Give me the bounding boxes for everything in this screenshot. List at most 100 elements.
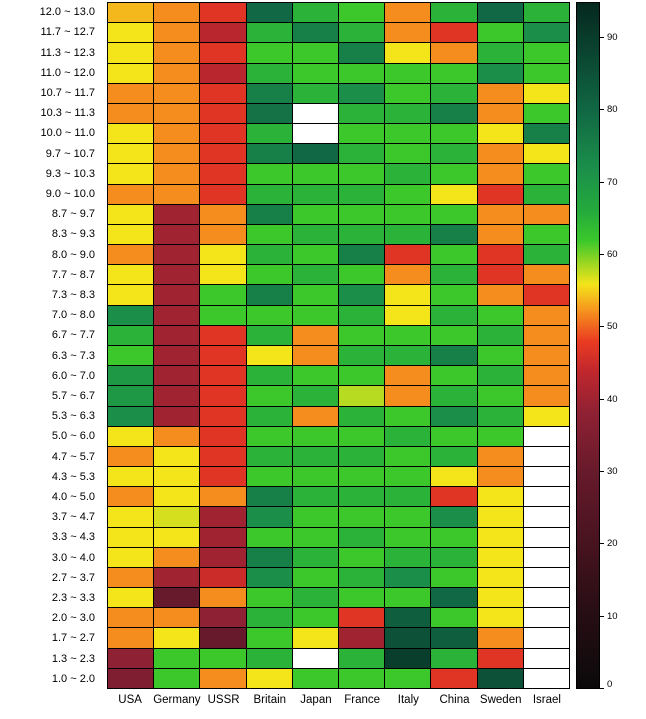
heatmap-cell [292,366,339,387]
heatmap-cell [385,204,432,225]
heatmap-cell [339,204,386,225]
colorbar-tick-label: 20 [607,538,618,550]
heatmap-cell [385,406,432,427]
heatmap-cell [339,184,386,205]
heatmap-cell [339,527,386,548]
heatmap-cell [477,285,524,306]
heatmap-cell [292,164,339,185]
heatmap-cell [108,426,155,447]
heatmap-cell [477,103,524,125]
heatmap-cell [385,588,432,609]
heatmap-cell [246,608,293,629]
y-axis-label: 7.7 ~ 8.7 [51,268,95,281]
heatmap-cell [108,124,155,145]
heatmap-cell [154,3,201,24]
colorbar-tick-label: 80 [607,104,618,116]
heatmap-cell [431,63,478,84]
heatmap-cell [431,567,478,589]
heatmap-cell [292,325,339,346]
heatmap-cell [292,83,339,104]
heatmap-cell [339,63,386,84]
heatmap-cell [292,446,339,468]
heatmap-cell [292,103,339,125]
heatmap-cell [431,184,478,205]
heatmap-cell [477,325,524,346]
heatmap-cell [200,23,247,44]
colorbar-ticks: 0 10 20 30 40 50 60 70 80 90 [600,2,644,690]
heatmap-cell [108,63,155,84]
heatmap-cell [108,23,155,44]
heatmap-cell [108,386,155,407]
heatmap-cell [385,184,432,205]
heatmap-cell [154,668,201,689]
heatmap-cell [523,426,570,447]
y-axis-label: 4.3 ~ 5.3 [51,470,95,483]
heatmap-cell [523,406,570,427]
x-axis-label: France [344,694,381,706]
heatmap-cell [154,386,201,407]
heatmap-cell [339,588,386,609]
y-axis-label: 9.3 ~ 10.3 [45,167,95,180]
colorbar-tick-mark [600,688,604,689]
heatmap-cell [339,3,386,24]
heatmap-cell [200,83,247,104]
heatmap-cell [339,487,386,508]
heatmap-cell [431,265,478,286]
colorbar-gradient [576,2,600,689]
heatmap-grid [107,2,570,689]
heatmap-cell [200,184,247,205]
heatmap-cell [523,3,570,24]
heatmap-cell [523,668,570,689]
heatmap-cell [246,83,293,104]
heatmap-cell [339,446,386,468]
heatmap-cell [431,507,478,528]
heatmap-cell [431,164,478,185]
heatmap-cell [477,3,524,24]
heatmap-cell [431,245,478,266]
heatmap-cell [431,204,478,225]
heatmap-cell [477,608,524,629]
heatmap-cell [246,628,293,649]
heatmap-cell [154,467,201,488]
heatmap-cell [385,386,432,407]
heatmap-cell [292,265,339,286]
heatmap-cell [385,648,432,669]
y-axis-label: 11.7 ~ 12.7 [40,26,95,39]
heatmap-cell [477,184,524,205]
heatmap-cell [431,386,478,407]
heatmap-cell [477,43,524,64]
heatmap-cell [431,124,478,145]
heatmap-cell [431,144,478,165]
colorbar-tick-label: 10 [607,610,618,622]
heatmap-cell [477,527,524,548]
heatmap-cell [246,426,293,447]
heatmap-cell [523,43,570,64]
colorbar-tick-mark [600,326,604,328]
heatmap-cell [108,487,155,508]
heatmap-cell [477,63,524,84]
heatmap-cell [385,3,432,24]
heatmap-cell [431,305,478,326]
heatmap-cell [154,345,201,367]
heatmap-cell [200,467,247,488]
heatmap-cell [246,23,293,44]
heatmap-cell [246,366,293,387]
heatmap-cell [154,164,201,185]
heatmap-cell [523,345,570,367]
y-axis-label: 6.7 ~ 7.7 [51,329,95,342]
heatmap-cell [523,265,570,286]
heatmap-cell [154,204,201,225]
heatmap-cell [154,103,201,125]
heatmap-cell [523,164,570,185]
heatmap-cell [108,567,155,589]
heatmap-cell [339,507,386,528]
heatmap-cell [292,184,339,205]
heatmap-cell [477,406,524,427]
heatmap-cell [431,426,478,447]
heatmap-cell [108,527,155,548]
heatmap-cell [477,446,524,468]
heatmap-cell [154,184,201,205]
heatmap-cell [339,265,386,286]
heatmap-cell [385,668,432,689]
x-axis-label: USSR [207,694,240,706]
